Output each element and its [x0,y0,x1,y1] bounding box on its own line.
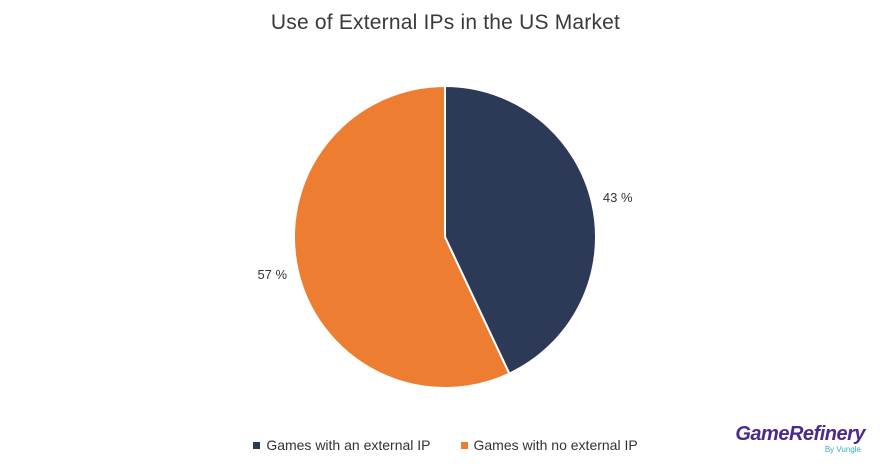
logo-tagline: By Vungle [824,445,861,454]
legend-item-external-ip: Games with an external IP [253,437,431,453]
legend-label-external-ip: Games with an external IP [266,437,431,453]
legend: Games with an external IP Games with no … [0,437,891,453]
data-label-0: 43 % [603,190,633,205]
legend-swatch-no-external-ip [460,441,468,449]
legend-label-no-external-ip: Games with no external IP [473,437,638,453]
logo-wordmark: GameRefinery [735,423,865,445]
pie-slice-0 [444,84,597,375]
gamerefinery-logo: GameRefinery By Vungle [735,423,865,454]
chart-title: Use of External IPs in the US Market [270,11,621,34]
legend-item-no-external-ip: Games with no external IP [460,437,638,453]
legend-swatch-external-ip [253,441,261,449]
data-label-1: 57 % [257,267,287,282]
pie-slice-1 [293,84,511,389]
